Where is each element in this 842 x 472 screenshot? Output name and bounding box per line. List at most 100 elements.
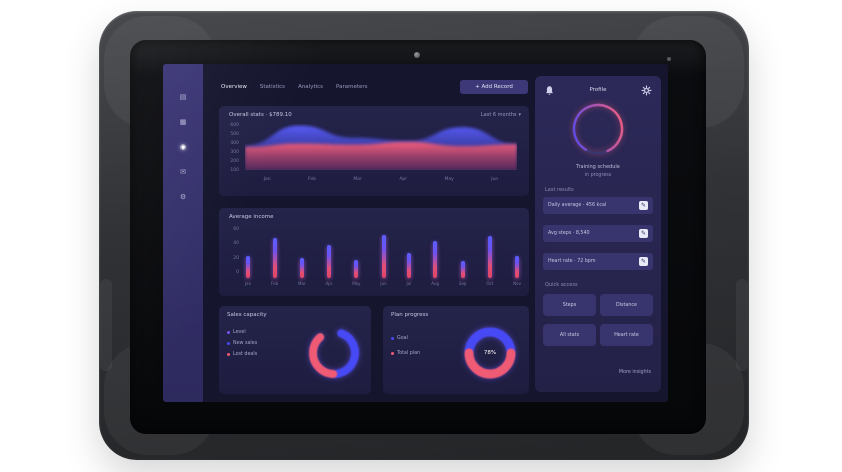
bar-label: Feb xyxy=(271,281,279,286)
result-row[interactable]: Daily average · 456 kcal ✎ xyxy=(543,197,653,214)
x-tick: Apr xyxy=(399,177,408,182)
bar xyxy=(381,235,386,278)
x-tick: Jan xyxy=(263,177,271,182)
result-row[interactable]: Avg steps · 8,540 ✎ xyxy=(543,225,653,242)
quick-button-heart-rate[interactable]: Heart rate xyxy=(600,324,653,346)
apps-icon[interactable]: ▦ xyxy=(179,118,187,126)
bell-icon[interactable] xyxy=(544,85,555,96)
legend-dot xyxy=(227,353,230,356)
bar-column: Jan xyxy=(245,256,251,286)
average-income-card: Average income 60 40 20 0 Jan Feb Mar Apr Ma… xyxy=(219,208,529,296)
bar xyxy=(460,261,465,278)
bar xyxy=(326,245,331,278)
y-tick: 500 xyxy=(230,132,239,137)
bar-column: May xyxy=(352,260,361,286)
bar-column: Mar xyxy=(298,258,306,286)
side-grip xyxy=(736,279,748,371)
edit-icon[interactable]: ✎ xyxy=(639,229,648,238)
legend-item: Lost deals xyxy=(227,352,257,357)
quick-button-steps[interactable]: Steps xyxy=(543,294,596,316)
tab-statistics[interactable]: Statistics xyxy=(259,84,286,90)
y-tick: 400 xyxy=(230,141,239,146)
chevron-down-icon: ▾ xyxy=(518,112,521,118)
y-tick: 0 xyxy=(236,269,239,275)
dashboard-screen: ▤ ▦ ◉ ✉ ⚙ Overview Statistics Analytics … xyxy=(163,64,668,402)
result-row[interactable]: Heart rate · 72 bpm ✎ xyxy=(543,253,653,270)
y-tick: 600 xyxy=(230,123,239,128)
edit-icon[interactable]: ✎ xyxy=(639,257,648,266)
tab-overview[interactable]: Overview xyxy=(221,84,247,90)
bar xyxy=(246,256,251,278)
gear-icon[interactable] xyxy=(641,85,652,96)
add-record-button[interactable]: + Add Record xyxy=(460,80,528,94)
area-chart xyxy=(245,124,517,170)
result-label: Daily average · 456 kcal xyxy=(548,203,607,208)
y-tick: 100 xyxy=(230,168,239,173)
settings-icon[interactable]: ⚙ xyxy=(179,193,187,201)
y-tick: 60 xyxy=(233,227,239,232)
bar-column: Aug xyxy=(431,241,439,286)
top-nav: Overview Statistics Analytics Parameters xyxy=(221,84,368,90)
area-y-axis: 600 500 400 300 200 100 xyxy=(223,123,239,173)
tab-analytics[interactable]: Analytics xyxy=(298,84,324,90)
bar-column: Jun xyxy=(380,235,387,286)
panel-title: Profile xyxy=(589,87,607,93)
donut-legend: Goal Total plan xyxy=(391,336,420,356)
bar-label: Oct xyxy=(486,281,494,286)
rugged-tablet: ▤ ▦ ◉ ✉ ⚙ Overview Statistics Analytics … xyxy=(99,11,749,460)
bar-label: Aug xyxy=(431,281,440,286)
messages-icon[interactable]: ✉ xyxy=(180,168,186,176)
legend-dot xyxy=(227,342,230,345)
bar xyxy=(515,256,520,278)
result-label: Heart rate · 72 bpm xyxy=(548,259,596,264)
donut-chart xyxy=(309,328,359,378)
section-quick-access: Quick access xyxy=(545,282,578,288)
bar-label: Jul xyxy=(406,281,412,286)
card-title: Sales capacity xyxy=(227,312,267,318)
panel-header: Profile xyxy=(535,84,661,96)
profile-panel: Profile xyxy=(535,76,661,392)
legend-label: Level xyxy=(233,330,246,335)
edit-icon[interactable]: ✎ xyxy=(639,201,648,210)
bar xyxy=(272,238,277,278)
donut-legend: Level New sales Lost deals xyxy=(227,330,257,357)
ring-caption-line1: Training schedule xyxy=(576,164,620,170)
x-tick: Mar xyxy=(353,177,362,182)
screen-bezel: ▤ ▦ ◉ ✉ ⚙ Overview Statistics Analytics … xyxy=(130,40,706,434)
legend-dot xyxy=(391,352,394,355)
sales-capacity-card: Sales capacity Level New sales Lost d xyxy=(219,306,371,394)
result-label: Avg steps · 8,540 xyxy=(548,231,590,236)
more-insights-link[interactable]: More insights xyxy=(618,370,651,375)
progress-ring xyxy=(572,103,624,155)
front-camera xyxy=(414,52,420,58)
range-dropdown[interactable]: Last 6 months ▾ xyxy=(481,112,521,118)
bar-chart: Jan Feb Mar Apr May Jun Jul Aug Sep Oct Nov xyxy=(245,222,521,286)
dashboard-icon[interactable]: ▤ xyxy=(179,93,187,101)
light-sensor xyxy=(667,57,671,61)
bar xyxy=(487,236,492,278)
sidebar: ▤ ▦ ◉ ✉ ⚙ xyxy=(163,64,203,402)
bar-column: Jul xyxy=(406,253,412,286)
bar-label: Apr xyxy=(325,281,333,286)
bar xyxy=(299,258,304,278)
bar-column: Nov xyxy=(513,256,521,286)
y-tick: 300 xyxy=(230,150,239,155)
records-icon[interactable]: ◉ xyxy=(179,143,187,151)
bar-label: Jun xyxy=(380,281,387,286)
quick-button-distance[interactable]: Distance xyxy=(600,294,653,316)
legend-item: Level xyxy=(227,330,257,335)
card-title: Plan progress xyxy=(391,312,429,318)
bar-label: May xyxy=(352,281,361,286)
bar xyxy=(406,253,411,278)
legend-label: New sales xyxy=(233,341,258,346)
legend-label: Total plan xyxy=(397,351,421,356)
tab-parameters[interactable]: Parameters xyxy=(336,84,368,90)
y-tick: 200 xyxy=(230,159,239,164)
bar-column: Apr xyxy=(325,245,332,286)
quick-button-all-stats[interactable]: All stats xyxy=(543,324,596,346)
legend-dot xyxy=(227,331,230,334)
y-tick: 20 xyxy=(233,255,239,261)
legend-item: New sales xyxy=(227,341,257,346)
bar-label: Nov xyxy=(513,281,521,286)
